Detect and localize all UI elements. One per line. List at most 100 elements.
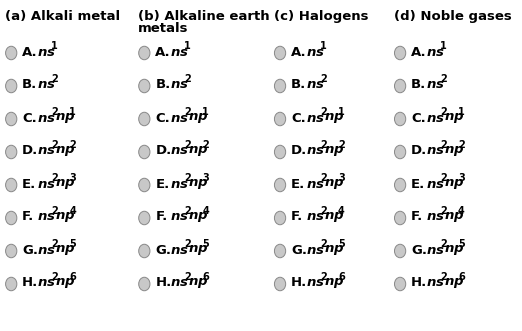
- Text: 1: 1: [320, 41, 327, 51]
- Text: 2: 2: [184, 272, 191, 282]
- Text: 2: 2: [320, 206, 327, 216]
- Text: $\bfit{ns}$: $\bfit{ns}$: [306, 78, 325, 91]
- Text: 1: 1: [51, 41, 58, 51]
- Text: F.: F.: [22, 211, 34, 223]
- Ellipse shape: [139, 112, 150, 126]
- Text: 2: 2: [320, 140, 327, 150]
- Text: (d) Noble gases: (d) Noble gases: [394, 10, 512, 23]
- Text: $\bfit{ns}$: $\bfit{ns}$: [37, 177, 56, 191]
- Text: 2: 2: [184, 74, 191, 84]
- Text: E.: E.: [291, 177, 305, 191]
- Text: 2: 2: [184, 206, 191, 216]
- Text: F.: F.: [411, 211, 423, 223]
- Text: B.: B.: [156, 78, 171, 91]
- Text: $\bfit{ns}$: $\bfit{ns}$: [306, 276, 325, 290]
- Text: A.: A.: [22, 45, 38, 59]
- Text: $\bfit{np}$: $\bfit{np}$: [188, 144, 209, 158]
- Text: 2: 2: [440, 206, 447, 216]
- Ellipse shape: [139, 145, 150, 159]
- Text: 2: 2: [320, 107, 327, 117]
- Ellipse shape: [6, 112, 17, 126]
- Text: $\bfit{ns}$: $\bfit{ns}$: [37, 211, 56, 223]
- Text: $\bfit{ns}$: $\bfit{ns}$: [426, 112, 445, 124]
- Text: 2: 2: [51, 140, 58, 150]
- Ellipse shape: [6, 178, 17, 192]
- Text: $\bfit{ns}$: $\bfit{ns}$: [426, 244, 445, 257]
- Text: $\bfit{np}$: $\bfit{np}$: [444, 210, 465, 224]
- Ellipse shape: [395, 178, 406, 192]
- Ellipse shape: [139, 211, 150, 225]
- Text: $\bfit{ns}$: $\bfit{ns}$: [306, 112, 325, 124]
- Text: $\bfit{ns}$: $\bfit{ns}$: [170, 78, 189, 91]
- Text: $\bfit{ns}$: $\bfit{ns}$: [426, 45, 445, 59]
- Ellipse shape: [275, 79, 286, 93]
- Text: $\bfit{ns}$: $\bfit{ns}$: [426, 177, 445, 191]
- Text: 1: 1: [338, 107, 345, 117]
- Text: $\bfit{np}$: $\bfit{np}$: [188, 276, 209, 290]
- Text: $\bfit{np}$: $\bfit{np}$: [324, 111, 345, 125]
- Ellipse shape: [139, 277, 150, 291]
- Text: $\bfit{np}$: $\bfit{np}$: [444, 144, 465, 158]
- Text: 2: 2: [184, 239, 191, 249]
- Text: $\bfit{np}$: $\bfit{np}$: [55, 111, 76, 125]
- Text: $\bfit{ns}$: $\bfit{ns}$: [37, 244, 56, 257]
- Text: 2: 2: [440, 107, 447, 117]
- Text: A.: A.: [291, 45, 307, 59]
- Text: 2: 2: [440, 272, 447, 282]
- Ellipse shape: [395, 211, 406, 225]
- Ellipse shape: [275, 178, 286, 192]
- Text: 1: 1: [203, 107, 209, 117]
- Text: E.: E.: [156, 177, 170, 191]
- Text: $\bfit{np}$: $\bfit{np}$: [188, 210, 209, 224]
- Text: 2: 2: [184, 107, 191, 117]
- Ellipse shape: [275, 145, 286, 159]
- Text: 1: 1: [69, 107, 76, 117]
- Text: $\bfit{ns}$: $\bfit{ns}$: [170, 211, 189, 223]
- Text: 4: 4: [203, 206, 209, 216]
- Text: D.: D.: [156, 145, 172, 158]
- Text: 2: 2: [320, 272, 327, 282]
- Text: 2: 2: [51, 74, 58, 84]
- Text: 5: 5: [338, 239, 345, 249]
- Ellipse shape: [6, 244, 17, 258]
- Ellipse shape: [6, 277, 17, 291]
- Text: 5: 5: [458, 239, 465, 249]
- Text: 2: 2: [320, 173, 327, 183]
- Ellipse shape: [395, 244, 406, 258]
- Ellipse shape: [395, 46, 406, 60]
- Text: B.: B.: [291, 78, 306, 91]
- Text: H.: H.: [411, 276, 428, 290]
- Text: E.: E.: [411, 177, 425, 191]
- Ellipse shape: [139, 244, 150, 258]
- Text: G.: G.: [411, 244, 427, 257]
- Ellipse shape: [395, 277, 406, 291]
- Text: 2: 2: [458, 140, 465, 150]
- Text: $\bfit{np}$: $\bfit{np}$: [55, 210, 76, 224]
- Text: metals: metals: [138, 22, 189, 35]
- Ellipse shape: [395, 79, 406, 93]
- Text: $\bfit{np}$: $\bfit{np}$: [444, 177, 465, 191]
- Text: $\bfit{np}$: $\bfit{np}$: [324, 276, 345, 290]
- Text: 3: 3: [69, 173, 76, 183]
- Text: 3: 3: [203, 173, 209, 183]
- Text: $\bfit{np}$: $\bfit{np}$: [55, 243, 76, 257]
- Ellipse shape: [6, 145, 17, 159]
- Text: 2: 2: [51, 173, 58, 183]
- Text: 3: 3: [458, 173, 465, 183]
- Text: 2: 2: [440, 239, 447, 249]
- Text: 2: 2: [338, 140, 345, 150]
- Text: C.: C.: [156, 112, 170, 124]
- Text: 1: 1: [184, 41, 191, 51]
- Text: F.: F.: [156, 211, 168, 223]
- Text: $\bfit{np}$: $\bfit{np}$: [55, 177, 76, 191]
- Text: H.: H.: [156, 276, 172, 290]
- Text: G.: G.: [22, 244, 38, 257]
- Text: G.: G.: [291, 244, 307, 257]
- Text: $\bfit{ns}$: $\bfit{ns}$: [170, 145, 189, 158]
- Text: 4: 4: [338, 206, 345, 216]
- Text: $\bfit{ns}$: $\bfit{ns}$: [306, 211, 325, 223]
- Text: 1: 1: [458, 107, 465, 117]
- Text: A.: A.: [156, 45, 171, 59]
- Text: $\bfit{np}$: $\bfit{np}$: [324, 177, 345, 191]
- Text: G.: G.: [156, 244, 171, 257]
